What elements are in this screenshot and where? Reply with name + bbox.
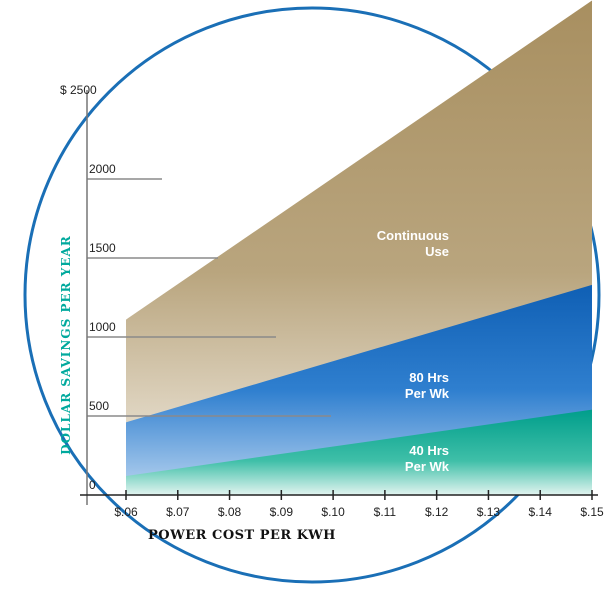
series-label-line: Per Wk xyxy=(405,459,450,474)
x-tick-label: $.11 xyxy=(374,505,397,519)
x-tick-labels: $.06 $.07 $.08 $.09 $.10 $.11 $.12 $.13 $.14 $.15 xyxy=(114,490,604,519)
x-tick-label: $.06 xyxy=(114,505,138,519)
series-label-line: Per Wk xyxy=(405,386,450,401)
x-tick-label: $.07 xyxy=(166,505,190,519)
gridlines xyxy=(87,178,331,417)
x-tick-label: $.10 xyxy=(321,505,345,519)
y-tick-label: 2000 xyxy=(89,162,116,176)
series-label-line: 80 Hrs xyxy=(409,370,449,385)
area-40-hrs-per-wk xyxy=(126,409,592,495)
series-label-line: Use xyxy=(425,244,449,259)
axes xyxy=(80,90,598,505)
series-label-line: Continuous xyxy=(377,228,449,243)
y-tick-labels: $ 2500 2000 1500 1000 500 0 xyxy=(60,83,116,492)
x-tick-label: $.15 xyxy=(580,505,604,519)
y-tick-label: $ 2500 xyxy=(60,83,97,97)
area-series xyxy=(126,0,592,496)
y-axis-label: DOLLAR SAVINGS PER YEAR xyxy=(59,235,73,455)
y-tick-label: 0 xyxy=(89,478,96,492)
x-axis-label: POWER COST PER KWH xyxy=(148,528,336,543)
y-tick-label: 1500 xyxy=(89,241,116,255)
x-tick-label: $.13 xyxy=(477,505,501,519)
series-label-line: 40 Hrs xyxy=(409,443,449,458)
x-tick-label: $.09 xyxy=(270,505,294,519)
y-tick-label: 500 xyxy=(89,399,109,413)
x-tick-label: $.14 xyxy=(529,505,553,519)
x-tick-label: $.08 xyxy=(218,505,242,519)
x-tick-label: $.12 xyxy=(425,505,449,519)
y-tick-label: 1000 xyxy=(89,320,116,334)
